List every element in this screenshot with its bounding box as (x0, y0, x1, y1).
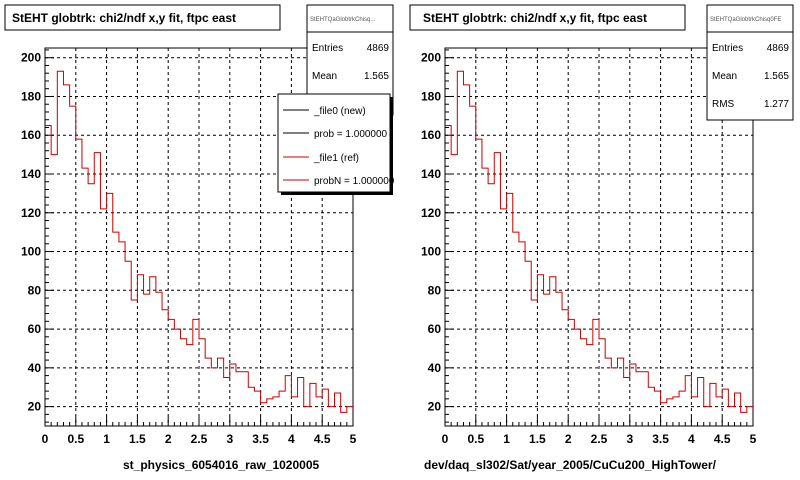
histogram-series-main (445, 70, 753, 413)
x-tick-label: 4 (288, 432, 295, 446)
right-stats-name: StEHTQaGlobtrkChisq0FE (710, 17, 781, 23)
left-stats-name: StEHTQaGlobtrkChisq... (310, 17, 376, 23)
y-tick-label: 20 (28, 400, 42, 414)
right-stats-mean-value: 1.565 (764, 71, 789, 82)
x-tick-label: 2.5 (191, 432, 208, 446)
x-tick-label: 0 (42, 432, 49, 446)
right-stats-rms-value: 1.277 (764, 99, 789, 110)
y-tick-label: 140 (21, 167, 41, 181)
x-tick-label: 0 (442, 432, 449, 446)
right-x-tick-labels: 0 0.5 1 1.5 2 2.5 3 3.5 4 4.5 5 (442, 432, 757, 446)
right-y-tick-labels: 20 40 60 80 100 120 140 160 180 200 (421, 51, 441, 414)
left-panel: StEHT globtrk: chi2/ndf x,y fit, ftpc ea… (4, 4, 395, 472)
y-tick-label: 20 (428, 400, 442, 414)
right-stats-box (706, 4, 794, 121)
x-tick-label: 3.5 (652, 432, 669, 446)
x-tick-label: 4.5 (714, 432, 731, 446)
legend-label-file1: _file1 (ref) (313, 153, 359, 164)
x-tick-label: 5 (350, 432, 357, 446)
left-stats-entries-value: 4869 (367, 43, 390, 54)
x-tick-label: 3 (226, 432, 233, 446)
y-tick-label: 40 (428, 361, 442, 375)
x-tick-label: 5 (750, 432, 757, 446)
left-title-box (4, 4, 281, 31)
left-stats-mean-value: 1.565 (364, 71, 389, 82)
x-tick-label: 0.5 (67, 432, 84, 446)
x-tick-label: 1 (103, 432, 110, 446)
legend-label-file0: _file0 (new) (313, 106, 366, 117)
y-tick-label: 100 (21, 245, 41, 259)
left-stats-entries-label: Entries (312, 43, 343, 54)
x-tick-label: 2 (565, 432, 572, 446)
left-x-axis-label: st_physics_6054016_raw_1020005 (123, 458, 319, 472)
x-tick-label: 4.5 (314, 432, 331, 446)
right-title-box (409, 4, 686, 31)
x-tick-label: 1.5 (129, 432, 146, 446)
y-tick-label: 80 (428, 283, 442, 297)
y-tick-label: 60 (428, 322, 442, 336)
x-tick-label: 1 (503, 432, 510, 446)
left-y-tick-labels: 20 40 60 80 100 120 140 160 180 200 (21, 51, 41, 414)
y-tick-label: 160 (21, 128, 41, 142)
y-tick-label: 200 (421, 51, 441, 65)
x-tick-label: 2 (165, 432, 172, 446)
y-tick-label: 60 (28, 322, 42, 336)
right-panel: StEHT globtrk: chi2/ndf x,y fit, ftpc ea… (409, 4, 794, 472)
right-stats-entries-label: Entries (712, 43, 743, 54)
legend-label-probn: probN = 1.000000 (314, 176, 395, 187)
legend-label-prob: prob = 1.000000 (314, 129, 388, 140)
y-tick-label: 140 (421, 167, 441, 181)
y-tick-label: 120 (21, 206, 41, 220)
y-tick-label: 200 (21, 51, 41, 65)
histogram-series--file1-ref- (45, 70, 353, 413)
left-axis-ticks (44, 49, 354, 426)
y-tick-label: 40 (28, 361, 42, 375)
x-tick-label: 3 (626, 432, 633, 446)
y-tick-label: 80 (28, 283, 42, 297)
y-tick-label: 160 (421, 128, 441, 142)
x-tick-label: 2.5 (591, 432, 608, 446)
left-stats-mean-label: Mean (312, 71, 337, 82)
y-tick-label: 100 (421, 245, 441, 259)
y-tick-label: 180 (421, 89, 441, 103)
right-stats-mean-label: Mean (712, 71, 737, 82)
left-legend: _file0 (new) prob = 1.000000 _file1 (ref… (277, 93, 395, 195)
y-tick-label: 180 (21, 89, 41, 103)
x-tick-label: 3.5 (252, 432, 269, 446)
y-tick-label: 120 (421, 206, 441, 220)
left-x-tick-labels: 0 0.5 1 1.5 2 2.5 3 3.5 4 4.5 5 (42, 432, 357, 446)
right-stats-rms-label: RMS (712, 99, 735, 110)
right-x-axis-label: dev/daq_sl302/Sat/year_2005/CuCu200_High… (424, 458, 717, 472)
right-stats-entries-value: 4869 (767, 43, 790, 54)
left-title: StEHT globtrk: chi2/ndf x,y fit, ftpc ea… (12, 11, 236, 25)
left-series-group (45, 70, 353, 413)
x-tick-label: 4 (688, 432, 695, 446)
right-title: StEHT globtrk: chi2/ndf x,y fit, ftpc ea… (423, 11, 647, 25)
right-axis-ticks (444, 49, 754, 426)
x-tick-label: 1.5 (529, 432, 546, 446)
right-series-group (445, 70, 753, 413)
x-tick-label: 0.5 (467, 432, 484, 446)
